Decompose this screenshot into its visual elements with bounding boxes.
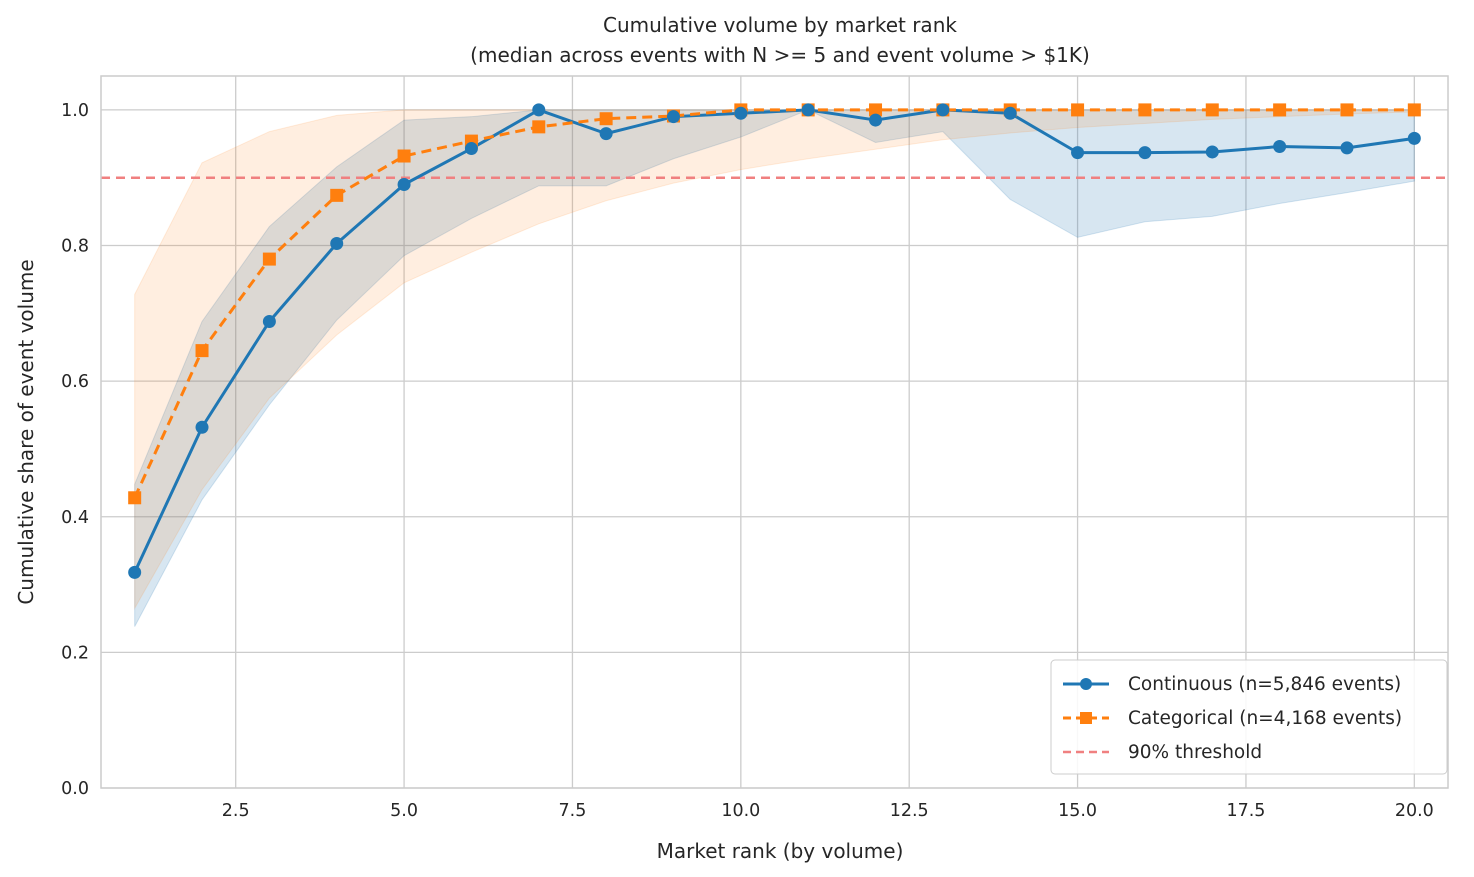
y-tick-label: 0.6 xyxy=(61,372,89,392)
series-lines xyxy=(133,108,1415,573)
continuous-point xyxy=(1003,106,1017,120)
series-markers xyxy=(128,103,1421,579)
plot-frame xyxy=(100,75,1449,789)
continuous-point xyxy=(330,236,344,250)
continuous-point xyxy=(599,127,613,141)
categorical-point xyxy=(330,188,344,202)
legend-continuous-marker xyxy=(1080,678,1092,690)
continuous-point xyxy=(128,565,142,579)
categorical-point xyxy=(1138,103,1152,117)
x-tick-label: 2.5 xyxy=(222,801,250,821)
categorical-line xyxy=(133,108,1415,499)
axis-ticks: 2.5 5.0 7.5 10.0 12.5 15.0 17.5 20.0 0.0 0.2 0.4 0.… xyxy=(61,101,1434,821)
categorical-point xyxy=(532,120,546,134)
continuous-point xyxy=(397,177,411,191)
y-tick-label: 0.0 xyxy=(61,779,89,799)
continuous-point xyxy=(195,420,209,434)
categorical-point xyxy=(128,491,142,505)
y-tick-label: 0.8 xyxy=(61,237,89,257)
chart-subtitle: (median across events with N >= 5 and ev… xyxy=(470,43,1090,67)
x-axis-label: Market rank (by volume) xyxy=(657,839,904,863)
categorical-point xyxy=(195,344,209,358)
continuous-line xyxy=(133,108,1415,573)
continuous-point xyxy=(1273,140,1287,154)
categorical-point xyxy=(1205,103,1219,117)
categorical-point xyxy=(397,149,411,163)
continuous-point xyxy=(936,103,950,117)
x-tick-label: 7.5 xyxy=(559,801,587,821)
y-tick-label: 0.4 xyxy=(61,508,89,528)
continuous-point xyxy=(1205,145,1219,159)
continuous-point xyxy=(734,106,748,120)
continuous-point xyxy=(532,103,546,117)
legend-categorical-marker xyxy=(1080,712,1092,724)
x-tick-label: 17.5 xyxy=(1226,801,1265,821)
legend-threshold-label: 90% threshold xyxy=(1128,742,1262,763)
continuous-band xyxy=(134,109,1415,627)
categorical-point xyxy=(1071,103,1085,117)
categorical-point xyxy=(262,252,276,266)
x-tick-label: 10.0 xyxy=(721,801,760,821)
y-axis-label: Cumulative share of event volume xyxy=(14,259,38,604)
legend-frame xyxy=(1050,659,1448,775)
legend-continuous-label: Continuous (n=5,846 events) xyxy=(1128,674,1401,695)
continuous-point xyxy=(1340,141,1354,155)
continuous-point xyxy=(1071,146,1085,160)
y-tick-label: 1.0 xyxy=(61,101,89,121)
continuous-point xyxy=(464,142,478,156)
continuous-point xyxy=(666,110,680,124)
y-tick-label: 0.2 xyxy=(61,643,89,663)
x-tick-label: 20.0 xyxy=(1395,801,1434,821)
continuous-point xyxy=(1138,146,1152,160)
categorical-point xyxy=(1340,103,1354,117)
continuous-point xyxy=(869,113,883,127)
categorical-point xyxy=(1273,103,1287,117)
continuous-point xyxy=(801,103,815,117)
categorical-point xyxy=(1407,103,1421,117)
x-tick-label: 12.5 xyxy=(890,801,929,821)
continuous-point xyxy=(262,314,276,328)
continuous-point xyxy=(1407,131,1421,145)
categorical-point xyxy=(869,103,883,117)
legend: Continuous (n=5,846 events) Categorical … xyxy=(1050,659,1448,775)
x-tick-label: 5.0 xyxy=(390,801,418,821)
chart-title: Cumulative volume by market rank xyxy=(603,13,957,37)
legend-categorical-label: Categorical (n=4,168 events) xyxy=(1128,708,1402,729)
x-tick-label: 15.0 xyxy=(1058,801,1097,821)
categorical-point xyxy=(599,112,613,126)
